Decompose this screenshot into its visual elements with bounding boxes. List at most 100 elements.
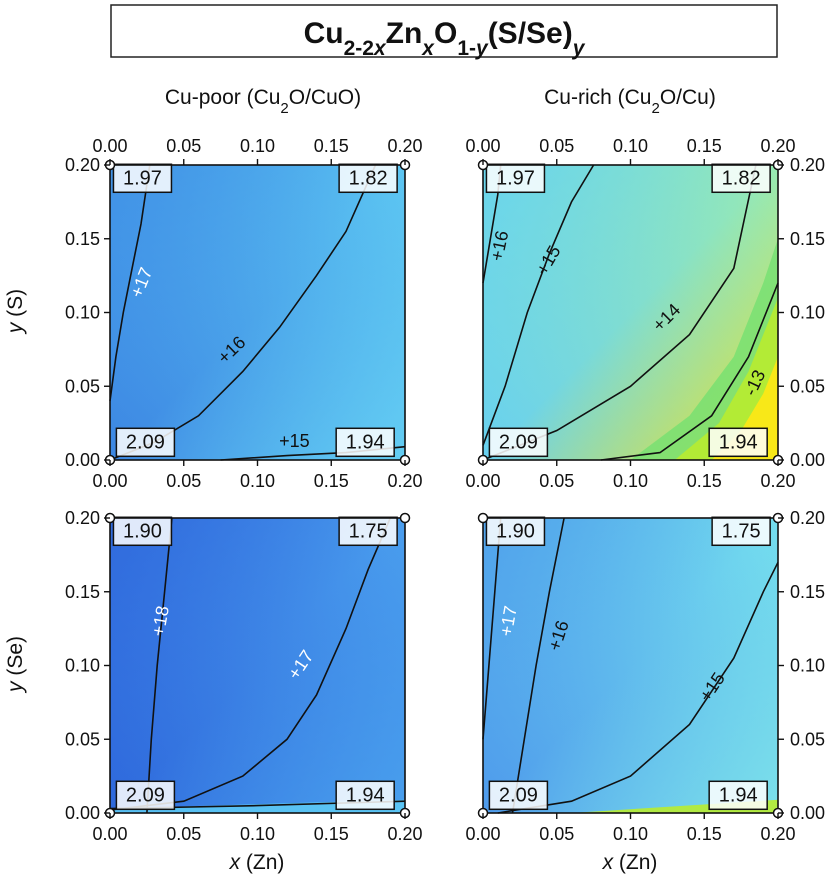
corner-value-label: 1.90 xyxy=(123,521,162,543)
corner-value-label: 2.09 xyxy=(126,432,165,454)
corner-value-box xyxy=(488,427,549,458)
x-tick-label: 0.05 xyxy=(166,824,201,844)
x-tick-label: 0.00 xyxy=(92,824,127,844)
y-tick-label: 0.20 xyxy=(65,155,100,175)
corner-value-label: 1.82 xyxy=(722,168,761,190)
y-tick-label: 0.15 xyxy=(65,582,100,602)
y-tick-label: 0.15 xyxy=(790,582,825,602)
corner-value-label: 1.94 xyxy=(346,432,385,454)
panel-se-cu-poor: +18+171.90 1.752.09 1.940.000.000.050.050.… xyxy=(65,508,423,844)
x-tick-label-top: 0.00 xyxy=(465,136,500,156)
y-tick-label: 0.10 xyxy=(65,656,100,676)
x-tick-label: 0.20 xyxy=(760,824,795,844)
x-tick-label: 0.20 xyxy=(760,471,795,491)
x-tick-label: 0.00 xyxy=(465,824,500,844)
x-tick-label-top: 0.10 xyxy=(613,136,648,156)
y-tick-label: 0.20 xyxy=(790,155,825,175)
y-tick-label: 0.05 xyxy=(65,729,100,749)
x-tick-label: 0.00 xyxy=(92,471,127,491)
corner-value-box xyxy=(335,780,395,811)
heatmap-field-overlay xyxy=(110,518,405,813)
contour-line xyxy=(482,164,595,446)
y-tick-label: 0.00 xyxy=(790,803,825,823)
x-tick-label-top: 0.20 xyxy=(387,136,422,156)
corner-value-label: 2.09 xyxy=(499,785,538,807)
contour-line xyxy=(146,517,173,814)
y-tick-label: 0.10 xyxy=(65,303,100,323)
corner-value-box xyxy=(708,427,768,458)
y-tick-label: 0.05 xyxy=(790,729,825,749)
y-axis-label-se: y (Se) xyxy=(4,636,27,694)
figure-title: Cu2-2xZnxO1-y(S/Se)y xyxy=(304,17,586,60)
x-tick-label: 0.00 xyxy=(465,471,500,491)
corner-value-box xyxy=(711,163,771,194)
x-tick-label: 0.10 xyxy=(240,471,275,491)
y-tick-label: 0.10 xyxy=(790,656,825,676)
corner-value-label: 1.75 xyxy=(349,521,388,543)
corner-value-box xyxy=(115,780,176,811)
corner-value-box xyxy=(335,427,395,458)
corner-value-label: 1.94 xyxy=(719,432,758,454)
y-tick-label: 0.00 xyxy=(65,803,100,823)
x-tick-label-top: 0.20 xyxy=(760,136,795,156)
x-tick-label: 0.15 xyxy=(314,824,349,844)
corner-value-label: 1.90 xyxy=(496,521,535,543)
contour-line xyxy=(600,282,779,461)
column-title-cu-poor: Cu-poor (Cu2O/CuO) xyxy=(165,86,361,117)
contour-line xyxy=(109,164,151,402)
x-tick-label-top: 0.05 xyxy=(166,136,201,156)
x-tick-label: 0.10 xyxy=(613,824,648,844)
contour-line xyxy=(497,561,779,814)
column-title-cu-rich: Cu-rich (Cu2O/Cu) xyxy=(544,86,716,117)
x-tick-label: 0.15 xyxy=(687,471,722,491)
x-axis-label-left: x (Zn) xyxy=(229,851,285,874)
title-box xyxy=(110,4,778,58)
x-tick-label-top: 0.10 xyxy=(240,136,275,156)
x-tick-label-top: 0.05 xyxy=(539,136,574,156)
x-tick-label: 0.20 xyxy=(387,824,422,844)
heatmap-field-overlay xyxy=(483,518,778,813)
corner-marker xyxy=(477,512,489,524)
x-tick-label: 0.10 xyxy=(613,471,648,491)
y-axis-label-s: y (S) xyxy=(4,289,27,335)
corner-value-label: 2.09 xyxy=(126,785,165,807)
y-tick-label: 0.05 xyxy=(790,376,825,396)
panel-se-cu-rich: +17 +16+151.90 1.752.09 1.940.000.000.050.0… xyxy=(465,508,825,844)
y-tick-label: 0.00 xyxy=(790,450,825,470)
x-tick-label-top: 0.15 xyxy=(687,136,722,156)
panel-s-cu-rich: +16 +15+14-131.97 1.822.09 1.940.000.000.00… xyxy=(465,136,825,491)
x-tick-label-top: 0.15 xyxy=(314,136,349,156)
corner-value-label: 1.75 xyxy=(722,521,761,543)
y-tick-label: 0.10 xyxy=(790,303,825,323)
x-tick-label: 0.05 xyxy=(166,471,201,491)
contour-line xyxy=(109,517,392,811)
heatmap-field-overlay xyxy=(110,165,405,460)
y-tick-label: 0.15 xyxy=(65,229,100,249)
corner-value-label: 1.97 xyxy=(496,168,535,190)
y-tick-label: 0.20 xyxy=(65,508,100,528)
contour-label: +15 xyxy=(279,431,310,451)
y-tick-label: 0.15 xyxy=(790,229,825,249)
corner-value-box xyxy=(711,516,771,547)
y-tick-label: 0.20 xyxy=(790,508,825,528)
contour-line xyxy=(482,517,502,740)
panel-s-cu-poor: +17+16+151.97 1.822.09 1.940.000.000.000.0… xyxy=(65,136,423,491)
x-tick-label: 0.15 xyxy=(314,471,349,491)
corner-value-label: 1.94 xyxy=(719,785,758,807)
y-tick-label: 0.00 xyxy=(65,450,100,470)
x-tick-label: 0.05 xyxy=(539,824,574,844)
y-tick-label: 0.05 xyxy=(65,376,100,396)
x-tick-label: 0.20 xyxy=(387,471,422,491)
corner-value-label: 1.94 xyxy=(346,785,385,807)
corner-value-label: 2.09 xyxy=(499,432,538,454)
corner-value-box xyxy=(488,780,549,811)
x-tick-label: 0.05 xyxy=(539,471,574,491)
corner-value-label: 1.97 xyxy=(123,168,162,190)
corner-value-box xyxy=(115,427,176,458)
corner-value-box xyxy=(708,780,768,811)
contour-line xyxy=(511,517,565,814)
corner-marker xyxy=(399,512,411,524)
x-tick-label: 0.10 xyxy=(240,824,275,844)
corner-value-label: 1.82 xyxy=(349,168,388,190)
